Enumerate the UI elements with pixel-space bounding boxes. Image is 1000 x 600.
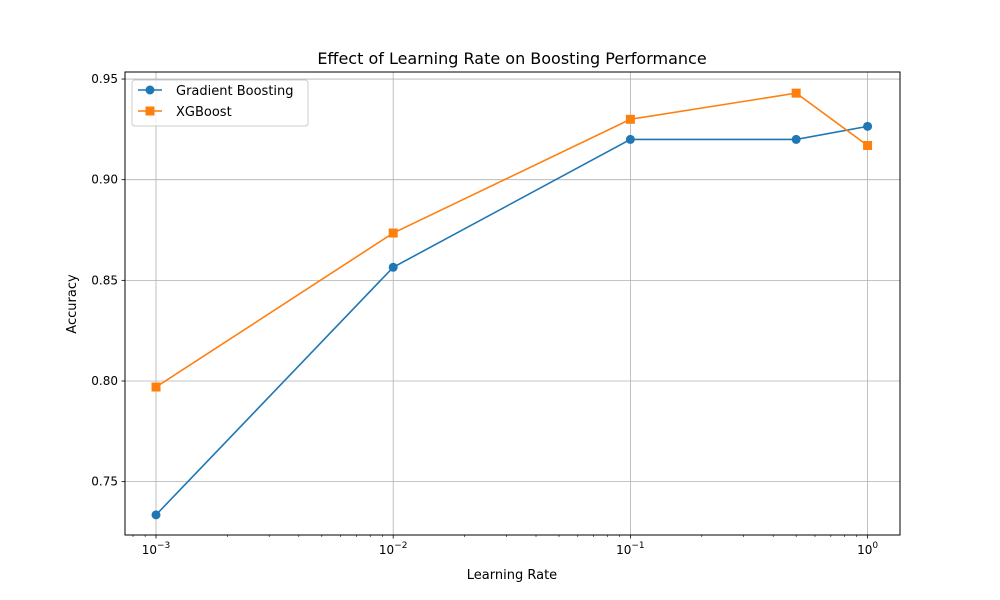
y-tick-label: 0.90 [91, 173, 118, 187]
series-layer [151, 88, 873, 520]
x-tick-exponent: −2 [394, 541, 407, 551]
y-tick-label: 0.85 [91, 273, 118, 287]
legend-entry: XGBoost [138, 105, 232, 120]
x-tick-base: 10 [857, 543, 872, 557]
data-point [625, 114, 635, 124]
y-axis-label: Accuracy [65, 274, 80, 334]
minor-ticks [132, 535, 858, 537]
legend-entry: Gradient Boosting [138, 84, 294, 99]
data-point [863, 121, 873, 131]
series-gradient-boosting [151, 121, 873, 520]
data-point [151, 382, 161, 392]
y-tick-label: 0.95 [91, 72, 118, 86]
x-tick-base: 10 [616, 543, 631, 557]
x-tick-base: 10 [379, 543, 394, 557]
data-point [863, 140, 873, 150]
series-xgboost [151, 88, 873, 392]
x-tick-label: 10−2 [379, 541, 408, 557]
data-point [791, 88, 801, 98]
legend-marker [145, 106, 155, 116]
x-tick-exponent: −1 [631, 541, 644, 551]
legend-box [131, 79, 309, 127]
legend-marker [145, 85, 155, 95]
legend: Gradient Boosting XGBoost [131, 79, 309, 127]
data-point [625, 134, 635, 144]
y-axis-ticks: 0.75 0.80 0.85 0.90 0.95 [91, 72, 125, 489]
x-tick-exponent: 0 [872, 541, 878, 551]
data-point [151, 510, 161, 520]
x-tick-label: 10−1 [616, 541, 645, 557]
data-point [791, 134, 801, 144]
data-point [388, 262, 398, 272]
x-axis-ticks: 10−3 10−2 10−1 100 [142, 535, 878, 557]
plot-frame [124, 71, 901, 536]
y-tick-label: 0.75 [91, 475, 118, 489]
legend-label: Gradient Boosting [176, 84, 294, 99]
x-tick-label: 100 [857, 541, 878, 557]
x-tick-exponent: −3 [157, 541, 170, 551]
grid [125, 72, 900, 535]
y-tick-label: 0.80 [91, 374, 118, 388]
data-point [388, 228, 398, 238]
x-tick-label: 10−3 [142, 541, 171, 557]
legend-label: XGBoost [176, 105, 232, 120]
x-tick-base: 10 [142, 543, 157, 557]
x-axis-label: Learning Rate [467, 568, 557, 583]
chart-title: Effect of Learning Rate on Boosting Perf… [317, 49, 706, 68]
plot-area [125, 72, 900, 535]
